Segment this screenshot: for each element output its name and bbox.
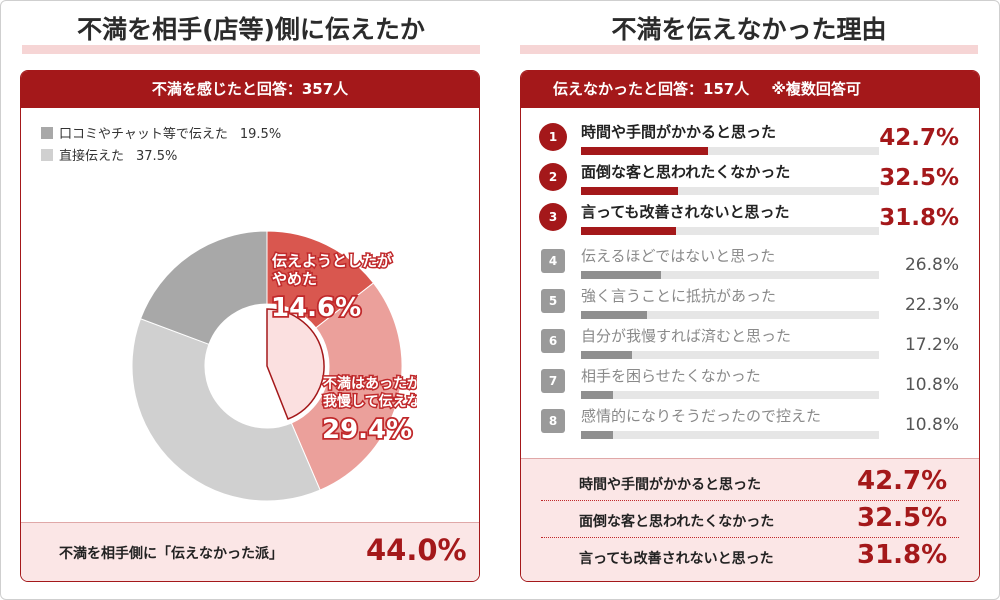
reason-label: 面倒な客と思われたくなかった	[581, 163, 791, 181]
legend-item-direct: 直接伝えた 37.5%	[41, 145, 177, 164]
reason-row-7: 7 相手を困らせたくなかった 10.8%	[539, 363, 969, 401]
reason-row-5: 5 強く言うことに抵抗があった 22.3%	[539, 283, 969, 321]
bar-fill	[581, 227, 676, 235]
footer-label: 不満を相手側に「伝えなかった派」	[59, 546, 283, 562]
legend-value-chat: 19.5%	[239, 127, 282, 142]
reason-label: 伝えるほどではないと思った	[581, 247, 776, 265]
legend-value-direct: 37.5%	[136, 149, 178, 164]
bar-fill	[581, 431, 614, 439]
right-heading-text: 不満を伝えなかった理由	[611, 15, 887, 44]
reason-row-1: 1 時間や手間がかかると思った 42.7%	[539, 119, 969, 157]
bar-track	[581, 271, 879, 279]
reason-pct: 10.8%	[904, 415, 959, 435]
left-panel-header: 不満を感じたと回答：357人	[21, 71, 479, 108]
summary-value-3: 31.8%	[857, 540, 948, 570]
bar-fill	[581, 311, 648, 319]
left-heading-underline	[22, 45, 480, 54]
callout-not-told-label2: 我慢して伝えなかった	[323, 393, 417, 410]
reason-row-3: 3 言っても改善されないと思った 31.8%	[539, 199, 969, 237]
donut-segment-chat	[139, 230, 268, 345]
reason-label: 相手を困らせたくなかった	[581, 367, 761, 385]
reason-row-8: 8 感情的になりそうだったので控えた 10.8%	[539, 403, 969, 441]
legend-item-chat: 口コミやチャット等で伝えた 19.5%	[41, 123, 281, 142]
reason-pct: 22.3%	[904, 295, 959, 315]
left-heading: 不満を相手(店等)側に伝えたか	[22, 10, 480, 54]
summary-row-2: 面倒な客と思われたくなかった 32.5%	[541, 501, 959, 538]
callout-gave-up-label1: 伝えようとしたが	[272, 252, 393, 270]
bar-fill	[581, 147, 709, 155]
reason-label: 自分が我慢すれば済むと思った	[581, 327, 792, 345]
legend-swatch-chat	[41, 127, 53, 139]
reason-pct: 42.7%	[879, 125, 959, 151]
reason-row-6: 6 自分が我慢すれば済むと思った 17.2%	[539, 323, 969, 361]
reason-row-4: 4 伝えるほどではないと思った 26.8%	[539, 243, 969, 281]
bar-track	[581, 227, 879, 235]
reason-pct: 32.5%	[879, 165, 959, 191]
reason-label: 時間や手間がかかると思った	[581, 123, 777, 141]
rank-badge: 3	[539, 203, 567, 231]
reason-row-2: 2 面倒な客と思われたくなかった 32.5%	[539, 159, 969, 197]
bar-track	[581, 391, 879, 399]
legend-label-direct: 直接伝えた	[59, 149, 125, 164]
legend-swatch-direct	[41, 149, 53, 161]
bar-fill	[581, 351, 633, 359]
summary-row-1: 時間や手間がかかると思った 42.7%	[541, 464, 959, 501]
bar-track	[581, 431, 879, 439]
right-panel-header: 伝えなかったと回答：157人 ※複数回答可	[521, 71, 979, 108]
reason-label: 言っても改善されないと思った	[581, 203, 790, 221]
bar-track	[581, 351, 879, 359]
summary-value-2: 32.5%	[857, 503, 948, 533]
bar-track	[581, 147, 879, 155]
summary-label-1: 時間や手間がかかると思った	[579, 477, 761, 493]
rank-badge: 8	[541, 409, 565, 433]
right-panel-note: ※複数回答可	[771, 80, 861, 98]
summary-row-3: 言っても改善されないと思った 31.8%	[541, 538, 959, 574]
summary-box: 時間や手間がかかると思った 42.7% 面倒な客と思われたくなかった 32.5%…	[521, 458, 979, 581]
right-heading-underline	[520, 45, 978, 54]
reason-pct: 17.2%	[904, 335, 959, 355]
donut-segment-not-told	[290, 282, 403, 491]
left-panel-footer: 不満を相手側に「伝えなかった派」 44.0%	[21, 522, 479, 581]
reason-pct: 31.8%	[879, 205, 959, 231]
callout-not-told-pct: 29.4%	[322, 415, 412, 445]
rank-badge: 7	[541, 369, 565, 393]
rank-badge: 6	[541, 329, 565, 353]
bar-fill	[581, 271, 661, 279]
reason-pct: 10.8%	[904, 375, 959, 395]
rank-badge: 5	[541, 289, 565, 313]
reason-label: 強く言うことに抵抗があった	[581, 287, 777, 305]
donut-chart: 伝えようとしたが やめた 14.6% 不満はあったが 我慢して伝えなかった 29…	[131, 230, 417, 502]
callout-not-told-label1: 不満はあったが	[323, 375, 417, 392]
bar-fill	[581, 187, 678, 195]
left-panel: 不満を感じたと回答：357人 口コミやチャット等で伝えた 19.5% 直接伝えた 3…	[20, 70, 480, 582]
left-heading-text: 不満を相手(店等)側に伝えたか	[77, 15, 425, 44]
right-heading: 不満を伝えなかった理由	[520, 10, 978, 54]
bar-track	[581, 311, 879, 319]
summary-label-2: 面倒な客と思われたくなかった	[579, 514, 775, 530]
right-panel-header-text: 伝えなかったと回答：157人	[553, 80, 750, 98]
donut-inner-highlight	[266, 308, 325, 420]
bar-fill	[581, 391, 614, 399]
rank-badge: 2	[539, 163, 567, 191]
right-panel: 伝えなかったと回答：157人 ※複数回答可 1 時間や手間がかかると思った 42.7%…	[520, 70, 980, 582]
rank-badge: 4	[541, 249, 565, 273]
footer-value: 44.0%	[366, 533, 467, 567]
callout-gave-up-pct: 14.6%	[271, 293, 361, 323]
callout-gave-up-label2: やめた	[272, 270, 317, 288]
summary-label-3: 言っても改善されないと思った	[579, 551, 774, 567]
legend-label-chat: 口コミやチャット等で伝えた	[59, 127, 228, 142]
reason-pct: 26.8%	[904, 255, 959, 275]
donut-segment-direct	[131, 318, 321, 502]
rank-badge: 1	[539, 123, 567, 151]
bar-track	[581, 187, 879, 195]
summary-value-1: 42.7%	[857, 466, 948, 496]
reason-label: 感情的になりそうだったので控えた	[581, 407, 822, 425]
